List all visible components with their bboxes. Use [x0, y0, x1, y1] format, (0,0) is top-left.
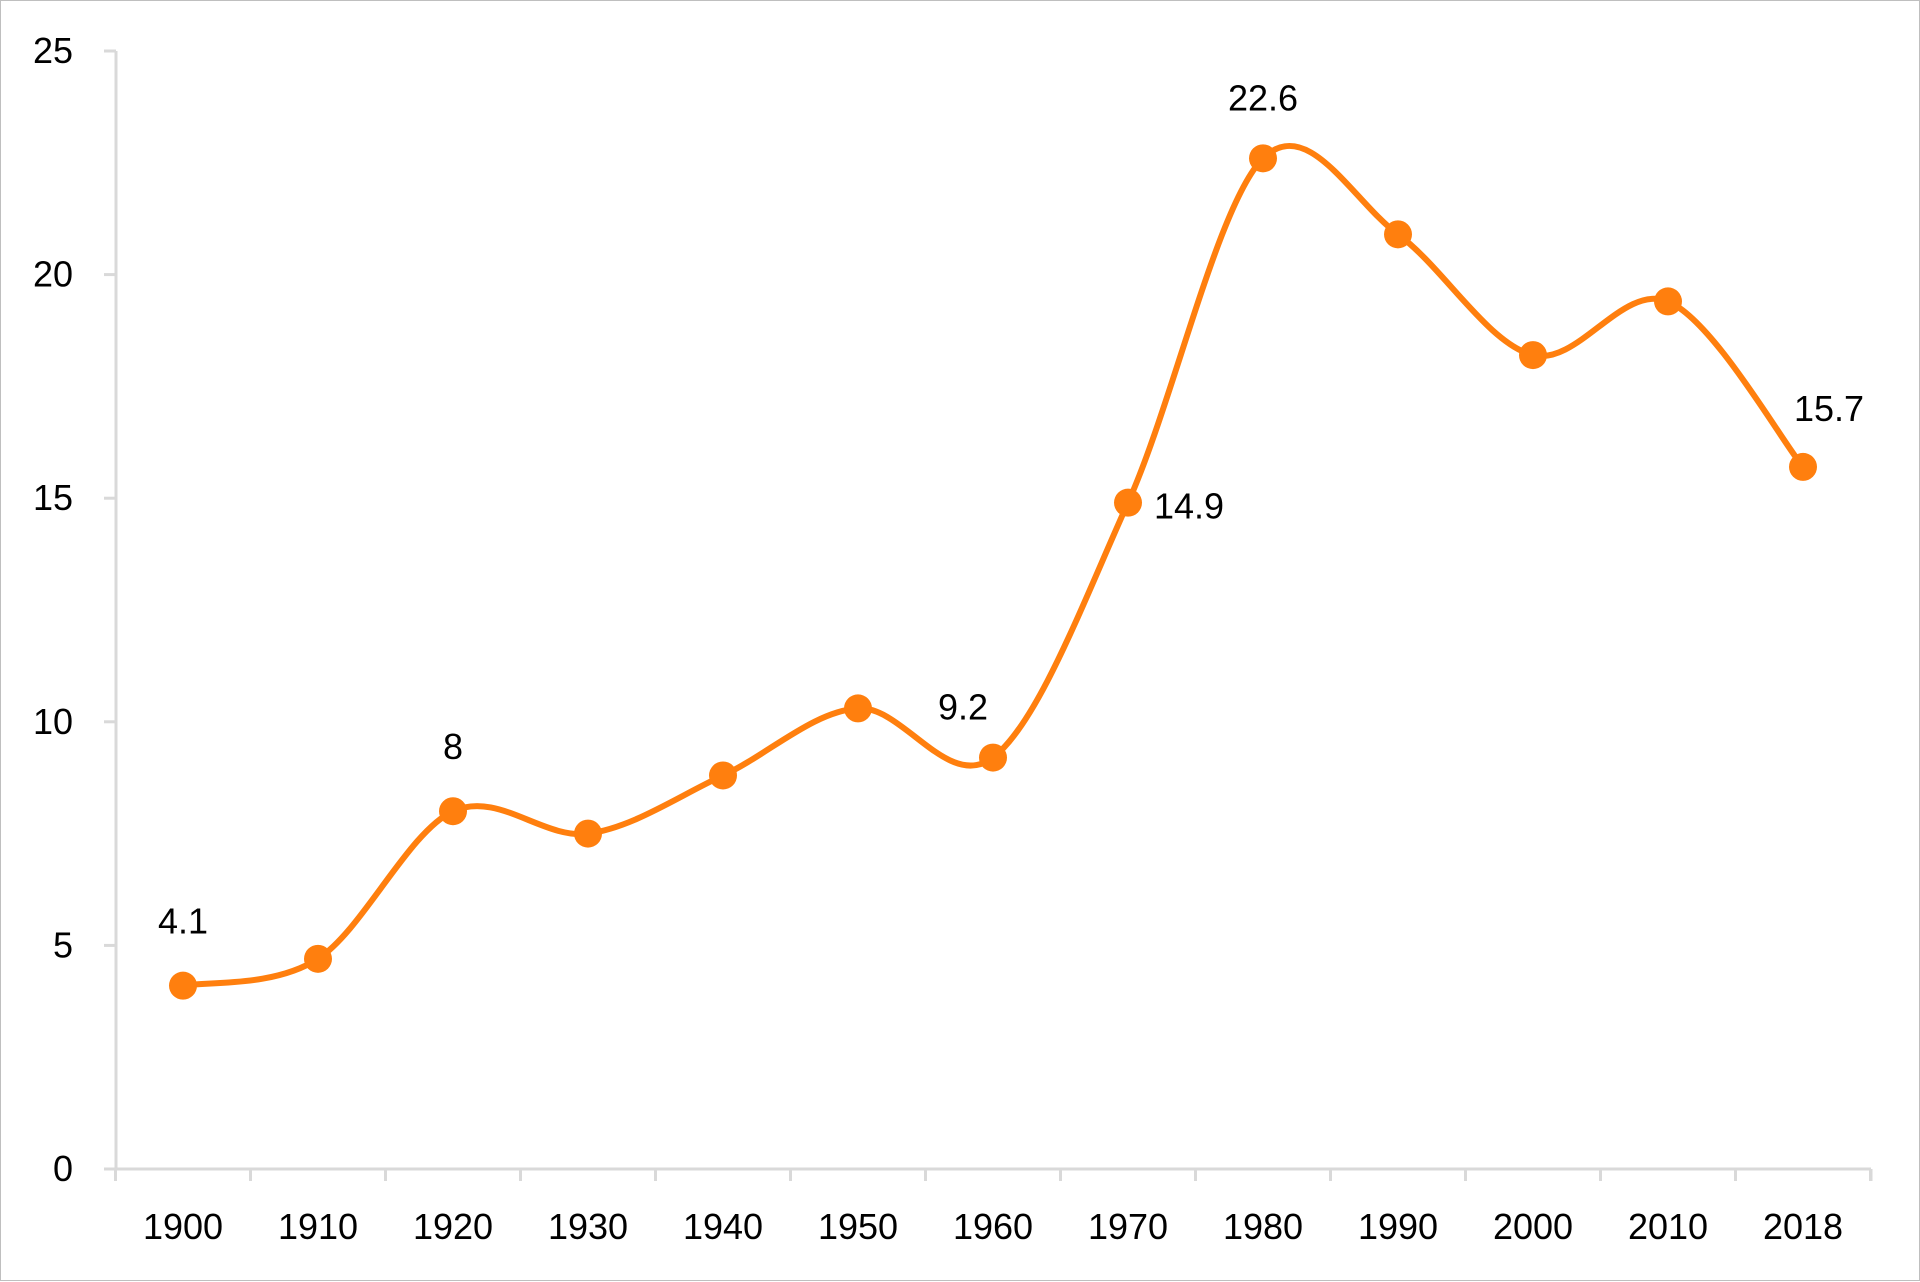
x-tick-label: 2000 [1493, 1206, 1573, 1247]
y-tick-label: 25 [33, 30, 73, 71]
x-tick-label: 1990 [1358, 1206, 1438, 1247]
data-label: 14.9 [1154, 486, 1224, 527]
x-tick-label: 1920 [413, 1206, 493, 1247]
y-axis-ticks: 0 5 10 15 20 25 [33, 30, 116, 1189]
x-axis-ticks: 1900 1910 1920 1930 1940 1950 1960 1970 1980 1990… [114, 1169, 1873, 1247]
y-tick-label: 5 [53, 924, 73, 965]
x-tick-label: 2010 [1628, 1206, 1708, 1247]
data-point-marker [1654, 287, 1682, 316]
x-tick-label: 1940 [683, 1206, 763, 1247]
x-tick-label: 1950 [818, 1206, 898, 1247]
data-label: 8 [443, 726, 463, 767]
data-point-marker [439, 797, 467, 826]
x-tick-label: 1970 [1088, 1206, 1168, 1247]
data-point-marker [709, 761, 737, 790]
data-label: 9.2 [938, 687, 988, 728]
y-tick-label: 15 [33, 477, 73, 518]
data-point-marker [1249, 144, 1277, 173]
data-point-marker [1384, 220, 1412, 249]
x-tick-label: 1980 [1223, 1206, 1303, 1247]
y-tick-label: 0 [53, 1148, 73, 1189]
data-point-marker [304, 944, 332, 973]
series-line [180, 142, 1806, 989]
x-tick-label: 1910 [278, 1206, 358, 1247]
data-point-marker [844, 694, 872, 723]
data-point-marker [1789, 452, 1817, 481]
data-point-marker [1114, 488, 1142, 517]
data-point-marker [169, 971, 197, 1000]
x-tick-label: 1900 [143, 1206, 223, 1247]
axes [114, 51, 1871, 1171]
data-point-marker [1519, 341, 1547, 370]
data-label: 15.7 [1794, 388, 1864, 429]
data-point-marker [574, 819, 602, 848]
data-point-marker [979, 743, 1007, 772]
data-labels: 4.1 8 9.2 14.9 22.6 15.7 [158, 77, 1864, 941]
x-tick-label: 2018 [1763, 1206, 1843, 1247]
x-tick-label: 1930 [548, 1206, 628, 1247]
y-tick-label: 10 [33, 701, 73, 742]
x-tick-label: 1960 [953, 1206, 1033, 1247]
y-tick-label: 20 [33, 254, 73, 295]
series-group [169, 142, 1817, 1000]
data-label: 22.6 [1228, 77, 1298, 118]
data-label: 4.1 [158, 901, 208, 942]
